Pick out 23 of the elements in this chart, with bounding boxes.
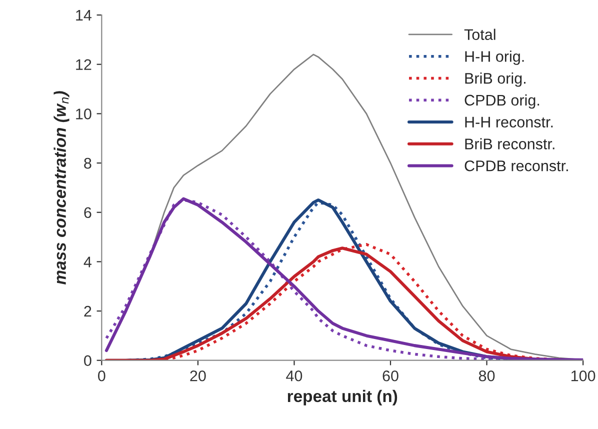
y-tick-label: 6 <box>84 207 92 218</box>
y-tick-label: 10 <box>76 108 92 120</box>
y-axis-title: mass concentration (w$_{n}$) <box>54 91 70 284</box>
y-tick-label: 14 <box>76 10 92 21</box>
x-tick-label: 0 <box>98 370 106 382</box>
y-tick-label: 4 <box>84 256 92 268</box>
legend-label: BriB reconstr. <box>465 138 554 150</box>
legend-label: H-H reconstr. <box>465 116 553 128</box>
y-tick-label: 8 <box>84 158 92 169</box>
legend-label: H-H orig. <box>465 50 524 65</box>
y-tick-label: 0 <box>84 355 92 366</box>
legend-label: BriB orig. <box>465 72 526 87</box>
x-tick-label: 60 <box>382 370 398 382</box>
x-tick-label: 40 <box>286 370 302 382</box>
x-tick-label: 20 <box>190 370 206 382</box>
y-tick-label: 2 <box>84 306 92 317</box>
y-tick-label: 12 <box>76 59 92 70</box>
legend-label: CPDB orig. <box>464 94 540 109</box>
legend-label: CPDB reconstr. <box>464 160 568 172</box>
x-tick-label: 100 <box>571 370 596 382</box>
legend-label: Total <box>464 28 496 40</box>
x-tick-label: 80 <box>478 370 495 382</box>
x-axis-title: repeat unit (n) <box>288 390 398 406</box>
